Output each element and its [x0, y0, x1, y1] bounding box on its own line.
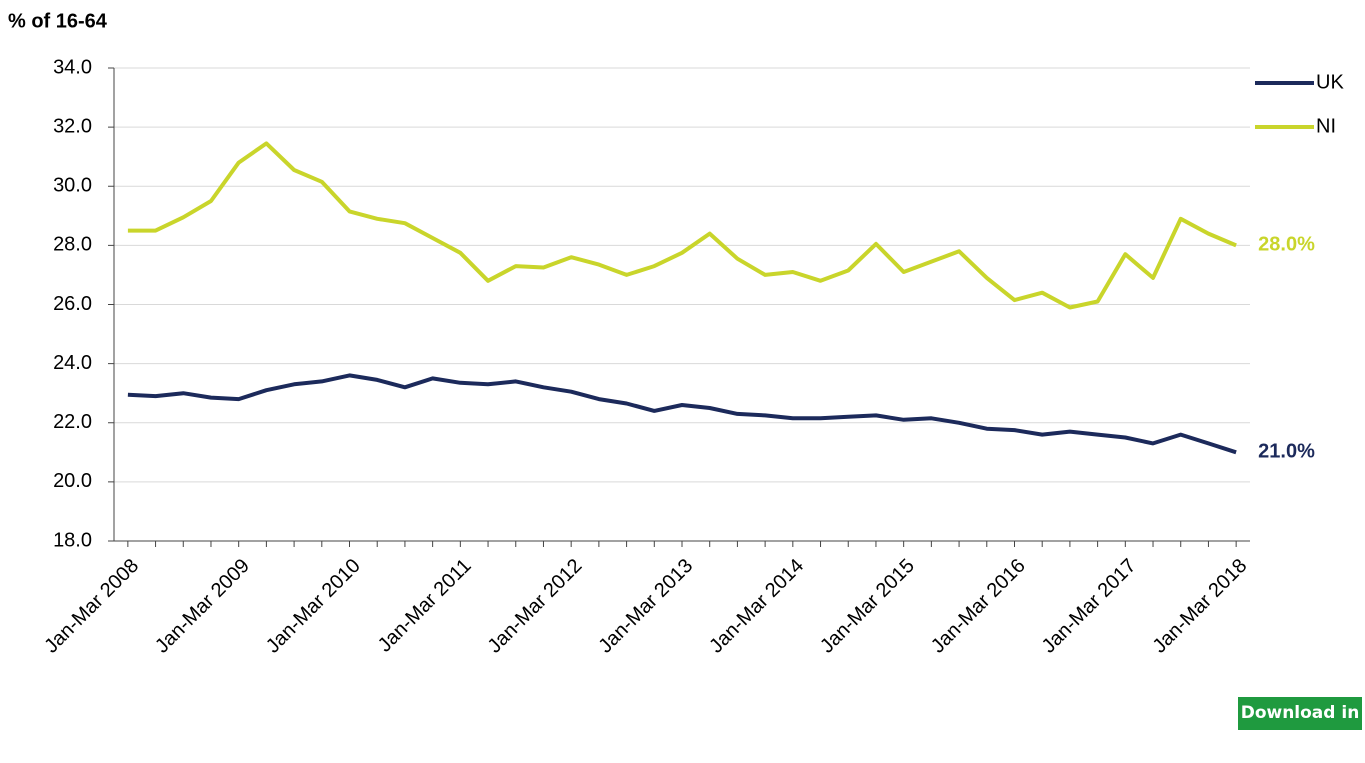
chart: % of 16-64 18.0 20.0 22.0 24.0 26.0 28.0 30.0 3… — [8, 10, 1344, 658]
x-tick-label: Jan-Mar 2016 — [927, 555, 1030, 658]
y-tick-label: 26.0 — [53, 293, 92, 315]
legend-label: NI — [1316, 115, 1336, 137]
y-tick-label: 28.0 — [53, 234, 92, 256]
download-button[interactable]: Download in excel — [1238, 697, 1362, 756]
y-tick-label: 30.0 — [53, 175, 92, 197]
x-tick-label: Jan-Mar 2013 — [594, 555, 697, 658]
x-tick-label: Jan-Mar 2012 — [484, 555, 587, 658]
y-tick-label: 20.0 — [53, 470, 92, 492]
y-tick-label: 34.0 — [53, 56, 92, 78]
y-tick-label: 18.0 — [53, 529, 92, 551]
x-tick-label: Jan-Mar 2010 — [262, 555, 365, 658]
y-tick-label: 24.0 — [53, 352, 92, 374]
x-tick-label: Jan-Mar 2018 — [1149, 555, 1252, 658]
legend-label: UK — [1316, 71, 1344, 93]
x-tick-label: Jan-Mar 2011 — [374, 555, 476, 657]
x-tick-label: Jan-Mar 2017 — [1038, 555, 1141, 658]
y-tick-label: 22.0 — [53, 411, 92, 433]
end-label: 21.0% — [1258, 441, 1315, 463]
series-line — [127, 141, 1237, 310]
x-tick-label: Jan-Mar 2014 — [705, 555, 808, 658]
y-tick-label: 32.0 — [53, 115, 92, 137]
end-label: 28.0% — [1258, 234, 1315, 256]
x-tick-label: Jan-Mar 2008 — [40, 555, 143, 658]
x-tick-label: Jan-Mar 2009 — [151, 555, 254, 658]
series-line — [127, 373, 1237, 455]
x-tick-label: Jan-Mar 2015 — [816, 555, 919, 658]
y-axis-label: % of 16-64 — [8, 10, 108, 32]
